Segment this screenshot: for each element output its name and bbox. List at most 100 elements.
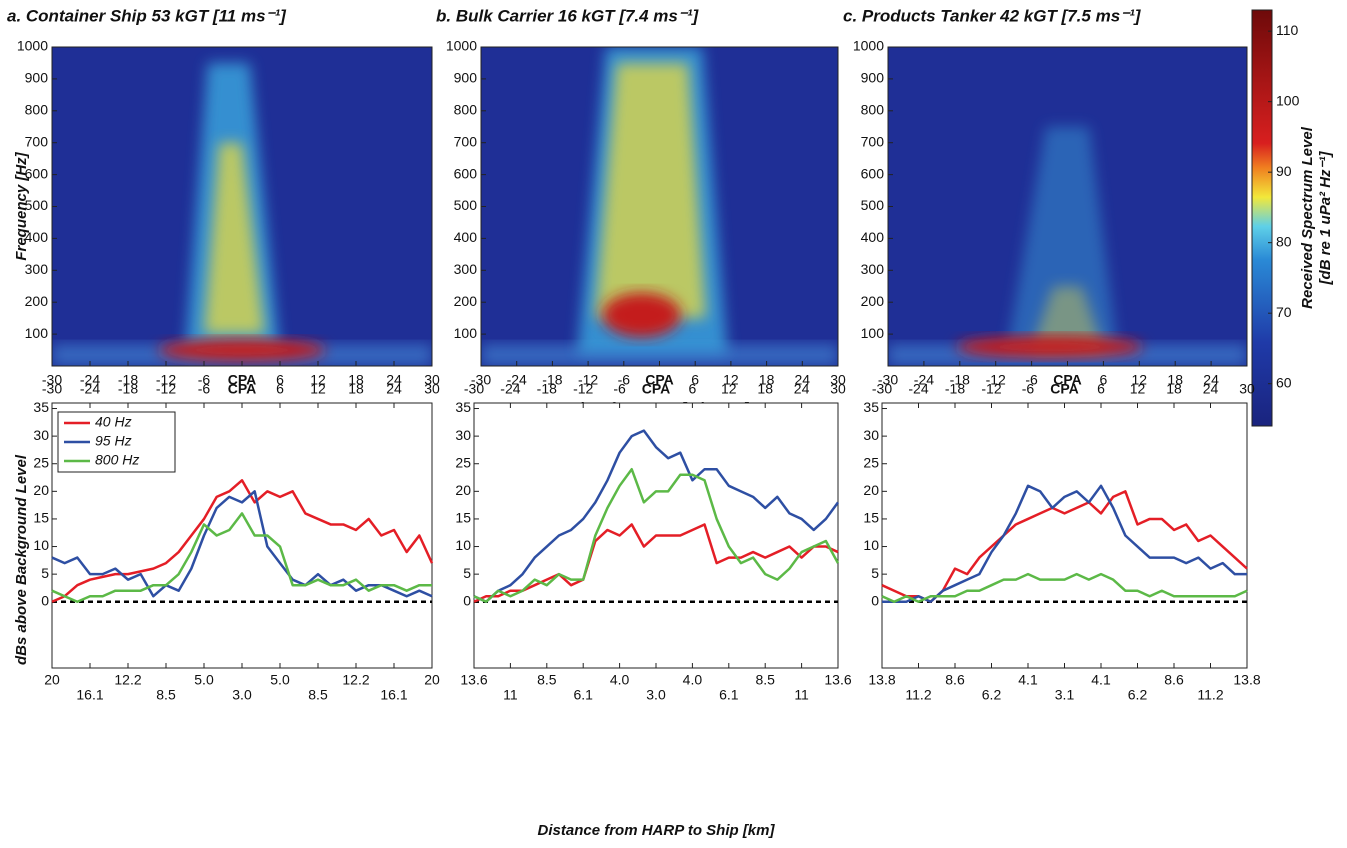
x2-tick-label: 6.2 xyxy=(982,687,1002,703)
x-tick-label: CPA xyxy=(1053,372,1082,388)
data-line xyxy=(881,572,1248,603)
x2-tick-label: 11 xyxy=(503,687,518,703)
x-tick-label: 6 xyxy=(276,381,284,397)
spectrogram-image xyxy=(888,47,1247,366)
x-tick-label: -12 xyxy=(986,372,1006,388)
x-tick-label: -12 xyxy=(981,381,1001,397)
x-tick-label: 12 xyxy=(723,372,739,388)
x-axis-label: Distance from HARP to Ship [km] xyxy=(538,822,776,839)
y-tick-label: 400 xyxy=(861,229,885,245)
y-tick-label: 30 xyxy=(455,427,471,443)
data-line xyxy=(882,484,1247,603)
x-tick-label: 24 xyxy=(386,372,402,388)
x-tick-label: -12 xyxy=(156,381,176,397)
y-tick-label: 35 xyxy=(863,399,879,415)
x-tick-label: -18 xyxy=(537,381,557,397)
x2-tick-label: 13.6 xyxy=(460,672,487,688)
x2-tick-label: 6.1 xyxy=(573,687,593,703)
y-tick-label: 20 xyxy=(33,482,49,498)
y-tick-label: 300 xyxy=(861,261,885,277)
y-tick-label: 25 xyxy=(863,454,879,470)
x-tick-label: -30 xyxy=(471,372,491,388)
y-tick-label: 400 xyxy=(25,229,49,245)
y-tick-label: 0 xyxy=(41,592,49,608)
x-tick-label: 18 xyxy=(1167,372,1183,388)
x-tick-label: 30 xyxy=(1239,381,1255,397)
x-tick-label: -18 xyxy=(945,381,965,397)
x2-tick-label: 8.5 xyxy=(308,687,328,703)
y-tick-label: 100 xyxy=(861,325,885,341)
y-tick-label: 1000 xyxy=(446,38,477,54)
x-tick-label: -6 xyxy=(1025,372,1038,388)
y-tick-label: 700 xyxy=(861,133,885,149)
x-tick-label: 12 xyxy=(1132,372,1148,388)
y-tick-label: 300 xyxy=(454,261,478,277)
x-tick-label: -6 xyxy=(198,381,211,397)
x-tick-label: -18 xyxy=(950,372,970,388)
x-tick-label: 18 xyxy=(1166,381,1182,397)
y-tick-label: 100 xyxy=(25,325,49,341)
x-tick-label: 30 xyxy=(424,381,440,397)
y-tick-label: 600 xyxy=(454,165,478,181)
y-tick-label: 800 xyxy=(454,102,478,118)
y-tick-label: 10 xyxy=(455,537,471,553)
x-tick-label: -30 xyxy=(878,372,898,388)
colorbar-tick-label: 110 xyxy=(1276,22,1299,38)
y-tick-label: 700 xyxy=(454,133,478,149)
y-tick-label: 900 xyxy=(454,70,478,86)
data-line xyxy=(473,523,839,603)
x-tick-label: 30 xyxy=(424,372,440,388)
y-tick-label: 900 xyxy=(861,70,885,86)
x-tick-label: 24 xyxy=(794,381,810,397)
y-tick-label: 200 xyxy=(25,293,49,309)
x2-tick-label: 11 xyxy=(794,687,809,703)
x2-tick-label: 13.6 xyxy=(824,672,851,688)
x-tick-label: -6 xyxy=(1022,381,1035,397)
y-tick-label: 900 xyxy=(25,70,49,86)
y-tick-label: 500 xyxy=(454,197,478,213)
spectrogram-texture xyxy=(158,338,326,362)
x-tick-label: 12 xyxy=(310,372,326,388)
y-tick-label: 35 xyxy=(33,399,49,415)
data-line xyxy=(473,429,840,603)
x-tick-label: -12 xyxy=(156,372,176,388)
x-tick-label: -30 xyxy=(42,381,62,397)
x-tick-label: -6 xyxy=(613,381,626,397)
y-axis-label: dBs above Background Level xyxy=(13,454,30,665)
x-tick-label: 24 xyxy=(1203,372,1219,388)
x-tick-label: 18 xyxy=(759,372,775,388)
y-tick-label: 1000 xyxy=(17,38,48,54)
x2-tick-label: 12.2 xyxy=(114,672,141,688)
x2-tick-label: 20 xyxy=(44,672,60,688)
y-tick-label: 25 xyxy=(455,454,471,470)
chart-title: a. Container Ship 53 kGT [11 ms⁻¹] xyxy=(7,6,287,25)
y-tick-label: 15 xyxy=(455,510,471,526)
x2-tick-label: 5.0 xyxy=(270,672,290,688)
y-tick-label: 10 xyxy=(863,537,879,553)
x-tick-label: 18 xyxy=(348,372,364,388)
spectrogram-texture xyxy=(1031,286,1104,351)
y-tick-label: 1000 xyxy=(853,38,884,54)
x-tick-label: 6 xyxy=(1097,381,1105,397)
chart-title: b. Bulk Carrier 16 kGT [7.4 ms⁻¹] xyxy=(436,6,700,25)
colorbar-tick-label: 70 xyxy=(1276,304,1292,320)
x-tick-label: 18 xyxy=(757,381,773,397)
y-tick-label: 10 xyxy=(33,537,49,553)
spectrogram-image xyxy=(481,47,838,366)
y-tick-label: 30 xyxy=(33,427,49,443)
spectrogram-texture xyxy=(481,344,838,366)
x-tick-label: -24 xyxy=(914,372,934,388)
x2-tick-label: 3.0 xyxy=(646,687,666,703)
colorbar-label: Received Spectrum Level xyxy=(1299,126,1316,309)
colorbar-tick-label: 60 xyxy=(1276,374,1292,390)
spectrogram-texture xyxy=(595,62,706,319)
y-tick-label: 700 xyxy=(25,133,49,149)
x2-tick-label: 13.8 xyxy=(1233,672,1260,688)
y-tick-label: 800 xyxy=(25,102,49,118)
x-tick-label: 30 xyxy=(830,381,846,397)
x2-tick-label: 11.2 xyxy=(905,687,931,703)
y-tick-label: 200 xyxy=(454,293,478,309)
x2-tick-label: 4.1 xyxy=(1018,672,1038,688)
y-tick-label: 300 xyxy=(25,261,49,277)
y-tick-label: 20 xyxy=(863,482,879,498)
